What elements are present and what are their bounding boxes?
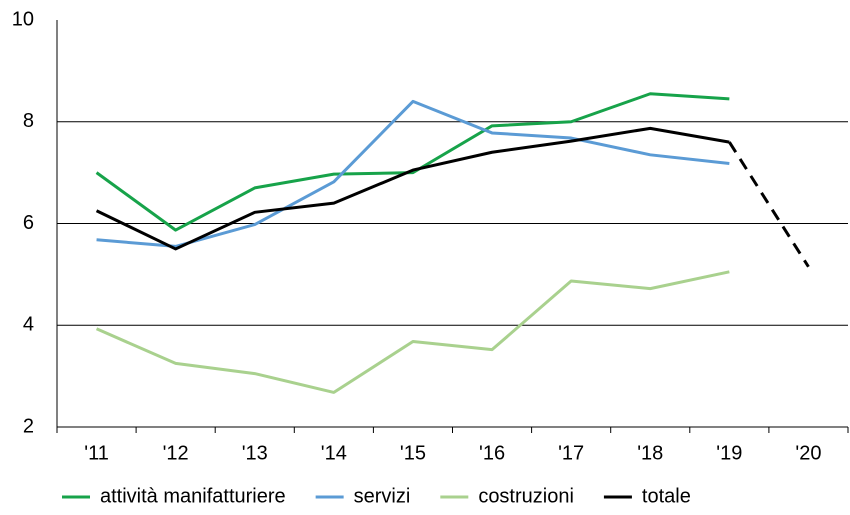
x-tick-label: '13: [242, 442, 268, 464]
x-tick-label: '14: [321, 442, 347, 464]
series-line: [95, 270, 730, 394]
legend-label: servizi: [354, 485, 411, 507]
x-tick-label: '16: [479, 442, 505, 464]
x-tick-label: '12: [163, 442, 189, 464]
legend-label: totale: [642, 485, 691, 507]
y-tick-label: 4: [23, 314, 34, 336]
y-tick-label: 2: [23, 415, 34, 437]
y-tick-label: 8: [23, 110, 34, 132]
series-line: [95, 126, 730, 251]
legend-label: costruzioni: [478, 485, 574, 507]
legend-label: attività manifatturiere: [100, 485, 286, 507]
x-tick-label: '18: [637, 442, 663, 464]
x-tick-label: '20: [795, 442, 821, 464]
series-line-dashed: [728, 141, 810, 268]
x-tick-label: '17: [558, 442, 584, 464]
x-tick-label: '19: [716, 442, 742, 464]
x-tick-label: '11: [84, 442, 109, 464]
series-line: [95, 92, 730, 232]
x-tick-label: '15: [400, 442, 426, 464]
y-tick-label: 6: [23, 212, 34, 234]
series-line: [96, 99, 730, 248]
y-tick-label: 10: [12, 8, 34, 30]
